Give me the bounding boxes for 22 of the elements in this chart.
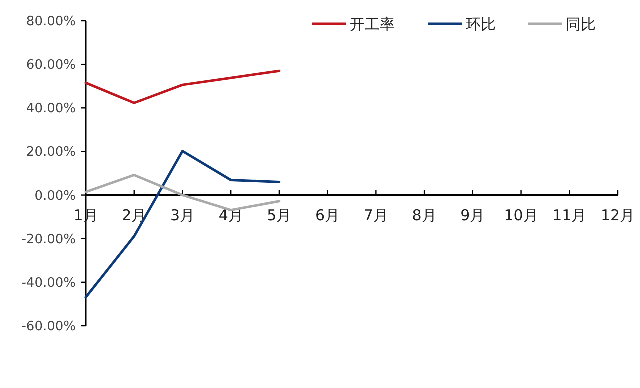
x-tick-label: 3月 [170, 206, 195, 224]
x-tick-label: 10月 [504, 206, 538, 224]
y-tick-label: 20.00% [26, 145, 76, 160]
y-tick-label: 60.00% [26, 58, 76, 74]
x-tick-label: 12月 [600, 206, 636, 224]
legend-label: 环比 [466, 16, 496, 34]
y-tick-label: -40.00% [22, 276, 76, 291]
line-series [84, 70, 281, 104]
y-tick-label: 80.00% [26, 14, 76, 30]
x-tick-label: 11月 [552, 206, 587, 224]
y-tick-label: -20.00% [22, 232, 76, 248]
legend-label: 同比 [566, 16, 596, 34]
legend-label: 开工率 [350, 16, 395, 34]
x-tick-label: 6月 [316, 206, 340, 224]
x-tick-label: 7月 [364, 206, 388, 224]
x-tick-label: 8月 [412, 206, 437, 224]
x-tick-label: 2月 [122, 206, 147, 224]
y-tick-label: 0.00% [34, 188, 76, 204]
y-tick-label: 40.00% [26, 102, 76, 117]
x-tick-label: 9月 [460, 206, 486, 224]
y-tick-label: -60.00% [22, 320, 76, 334]
x-tick-label: 5月 [267, 206, 292, 224]
